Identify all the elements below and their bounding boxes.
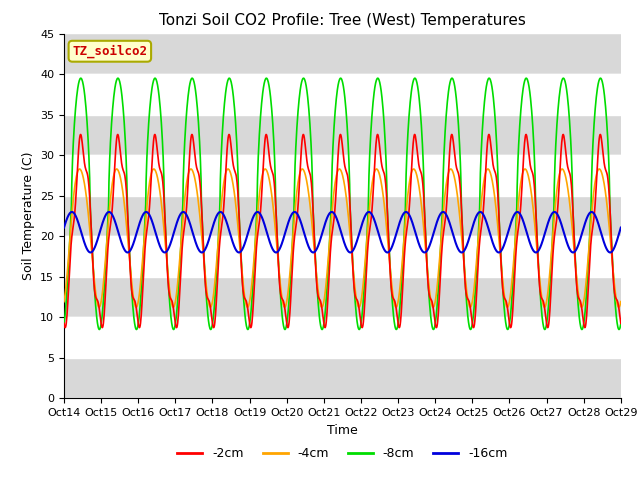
Y-axis label: Soil Temperature (C): Soil Temperature (C) <box>22 152 35 280</box>
Bar <box>64 155 621 196</box>
Bar <box>64 74 621 115</box>
Text: TZ_soilco2: TZ_soilco2 <box>72 45 147 58</box>
X-axis label: Time: Time <box>327 424 358 437</box>
Bar <box>64 317 621 358</box>
Legend: -2cm, -4cm, -8cm, -16cm: -2cm, -4cm, -8cm, -16cm <box>172 442 513 465</box>
Title: Tonzi Soil CO2 Profile: Tree (West) Temperatures: Tonzi Soil CO2 Profile: Tree (West) Temp… <box>159 13 526 28</box>
Bar <box>64 236 621 277</box>
